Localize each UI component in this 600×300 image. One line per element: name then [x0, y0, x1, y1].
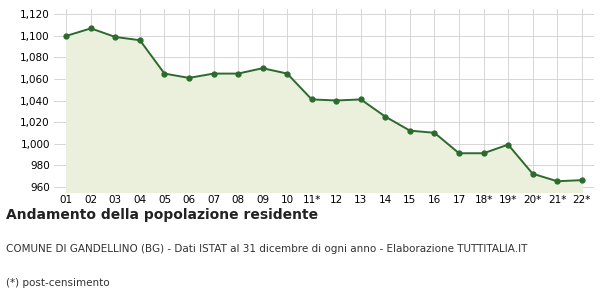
Text: COMUNE DI GANDELLINO (BG) - Dati ISTAT al 31 dicembre di ogni anno - Elaborazion: COMUNE DI GANDELLINO (BG) - Dati ISTAT a…: [6, 244, 527, 254]
Text: Andamento della popolazione residente: Andamento della popolazione residente: [6, 208, 318, 223]
Text: (*) post-censimento: (*) post-censimento: [6, 278, 110, 287]
